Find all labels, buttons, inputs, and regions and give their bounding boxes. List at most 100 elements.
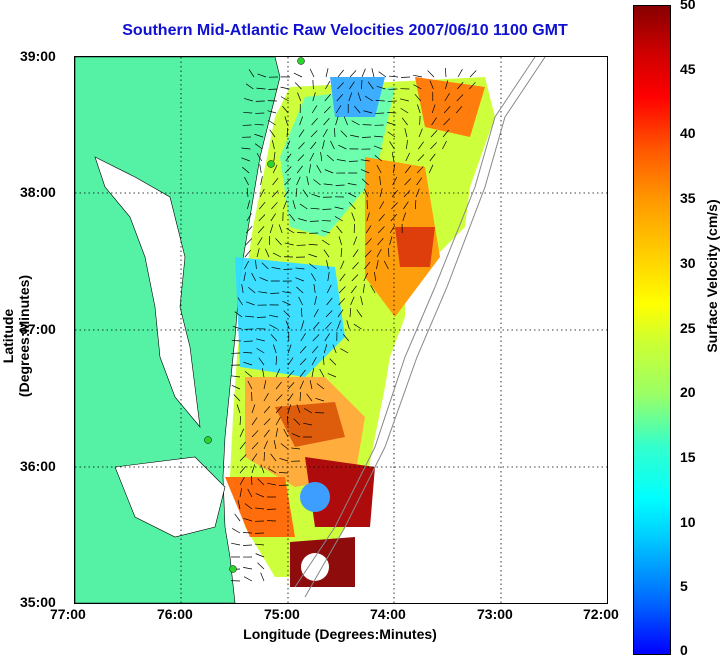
velocity-arrow — [402, 212, 407, 222]
velocity-arrow — [390, 214, 398, 222]
velocity-arrow — [257, 225, 265, 234]
velocity-arrow — [295, 277, 304, 282]
station-marker — [267, 160, 275, 168]
velocity-arrow — [336, 159, 346, 162]
velocity-arrow — [348, 92, 353, 102]
velocity-arrow — [271, 266, 281, 270]
velocity-arrow — [373, 145, 383, 150]
velocity-arrow — [300, 307, 303, 318]
velocity-arrow — [392, 176, 398, 186]
velocity-arrow — [339, 273, 346, 282]
velocity-arrow — [377, 226, 385, 234]
colorbar-tick: 10 — [680, 514, 696, 530]
velocity-arrow — [363, 188, 369, 198]
velocity-arrow — [376, 248, 382, 258]
velocity-arrow — [311, 193, 321, 198]
velocity-arrow — [431, 117, 437, 126]
velocity-arrow — [288, 213, 296, 222]
velocity-arrow — [348, 160, 358, 162]
velocity-arrow — [376, 85, 386, 90]
velocity-arrow — [300, 333, 306, 342]
velocity-arrow — [309, 263, 317, 270]
velocity-arrow — [326, 297, 333, 306]
velocity-arrow — [326, 154, 335, 162]
velocity-arrow — [275, 416, 281, 426]
velocity-arrow — [323, 344, 328, 354]
velocity-arrow — [287, 370, 295, 378]
velocity-arrow — [275, 368, 281, 378]
velocity-arrow — [313, 321, 320, 330]
velocity-arrow — [336, 225, 343, 234]
velocity-arrow — [375, 100, 385, 102]
velocity-arrow — [296, 286, 304, 294]
velocity-arrow — [242, 166, 250, 174]
velocity-arrow — [378, 71, 387, 78]
velocity-arrow — [286, 228, 295, 234]
station-markers — [204, 57, 305, 573]
velocity-arrow — [316, 383, 325, 390]
sound-water — [114, 456, 226, 538]
velocity-arrow — [309, 380, 313, 390]
velocity-arrow — [280, 96, 289, 102]
velocity-arrow — [296, 404, 301, 414]
velocity-arrow — [442, 129, 449, 138]
velocity-arrow — [443, 118, 451, 126]
velocity-arrow — [243, 361, 253, 366]
velocity-arrow — [263, 429, 270, 438]
velocity-arrow — [298, 142, 305, 150]
velocity-arrow — [275, 405, 283, 414]
velocity-arrow — [391, 202, 398, 210]
velocity-arrow — [256, 248, 260, 258]
velocity-arrow — [251, 272, 257, 282]
velocity-arrow — [347, 183, 357, 186]
velocity-arrow — [442, 140, 447, 150]
velocity-arrow — [293, 418, 301, 426]
velocity-arrow — [335, 116, 339, 126]
velocity-arrow — [379, 201, 385, 210]
velocity-arrow — [285, 320, 290, 330]
velocity-arrow — [311, 345, 319, 354]
colorbar-tick: 30 — [680, 255, 696, 271]
velocity-arrow — [340, 130, 348, 138]
velocity-arrow — [258, 291, 268, 294]
velocity-arrow — [322, 129, 328, 138]
velocity-arrow — [257, 237, 263, 246]
velocity-arrow — [297, 92, 302, 102]
velocity-arrow — [324, 169, 334, 174]
velocity-arrow — [259, 201, 266, 210]
colorbar-tick: 25 — [680, 320, 696, 336]
velocity-arrow — [455, 105, 463, 114]
velocity-arrow — [444, 67, 447, 78]
velocity-arrow — [313, 284, 316, 294]
velocity-arrow — [315, 398, 325, 402]
velocity-arrow — [251, 464, 256, 474]
velocity-arrow — [284, 116, 288, 126]
velocity-arrow — [275, 238, 282, 246]
velocity-arrow — [287, 344, 292, 354]
station-marker — [229, 565, 237, 573]
velocity-arrow — [309, 152, 315, 162]
velocity-arrow — [391, 152, 395, 162]
velocity-arrow — [321, 239, 330, 246]
velocity-arrow — [350, 285, 357, 294]
velocity-arrow — [299, 203, 308, 210]
velocity-arrow — [286, 140, 291, 150]
velocity-arrow — [314, 296, 317, 306]
colorbar-tick: 35 — [680, 190, 696, 206]
velocity-arrow — [338, 236, 342, 246]
velocity-arrow — [280, 443, 289, 450]
velocity-arrow — [282, 105, 289, 114]
velocity-arrow — [306, 176, 309, 186]
velocity-arrow — [399, 98, 409, 102]
velocity-arrow — [346, 320, 350, 330]
velocity-arrow — [322, 355, 325, 366]
velocity-arrow — [430, 142, 437, 150]
velocity-arrow — [386, 122, 396, 126]
velocity-arrow — [427, 70, 435, 78]
velocity-arrow — [284, 242, 294, 246]
station-marker — [204, 436, 212, 444]
velocity-arrow — [352, 262, 359, 270]
velocity-arrow — [255, 543, 265, 546]
velocity-arrow — [417, 104, 421, 114]
velocity-arrow — [255, 493, 265, 498]
